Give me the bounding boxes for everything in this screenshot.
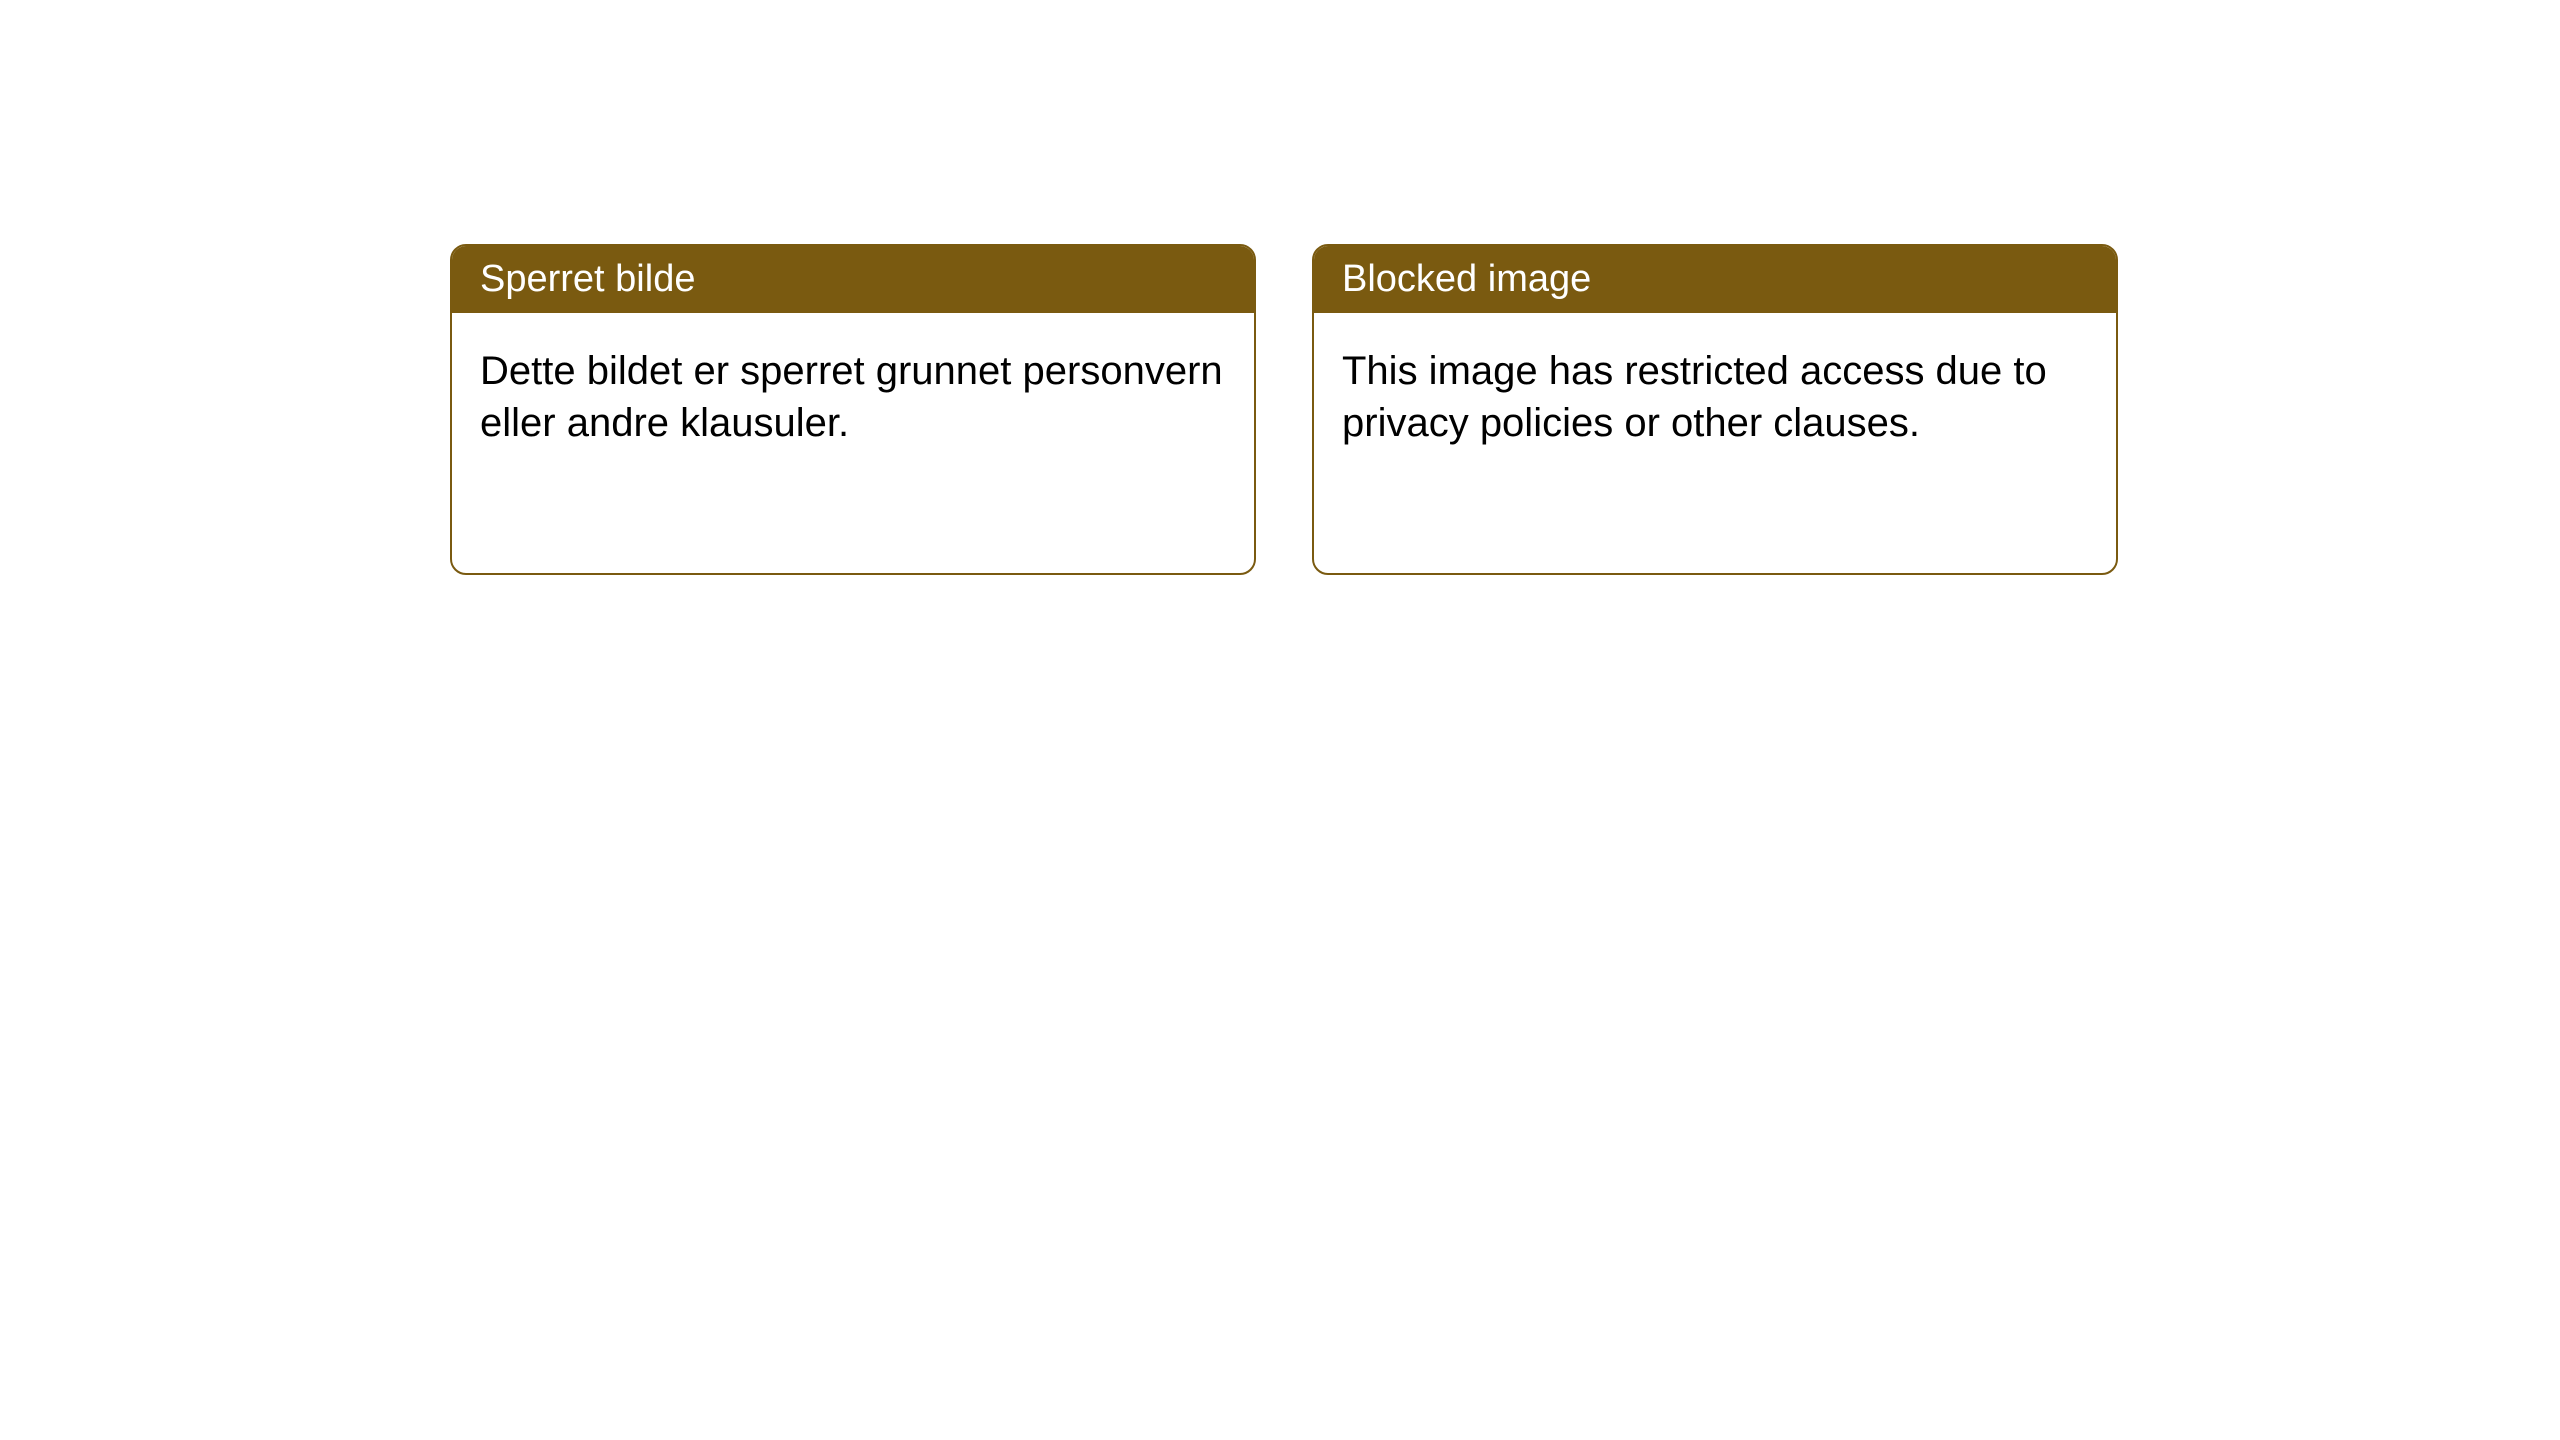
notice-card-norwegian: Sperret bilde Dette bildet er sperret gr…	[450, 244, 1256, 575]
card-header-english: Blocked image	[1314, 246, 2116, 313]
card-body-english: This image has restricted access due to …	[1314, 313, 2116, 573]
card-text-norwegian: Dette bildet er sperret grunnet personve…	[480, 349, 1223, 445]
notice-card-english: Blocked image This image has restricted …	[1312, 244, 2118, 575]
card-header-norwegian: Sperret bilde	[452, 246, 1254, 313]
card-title-english: Blocked image	[1342, 258, 1591, 300]
card-body-norwegian: Dette bildet er sperret grunnet personve…	[452, 313, 1254, 573]
card-text-english: This image has restricted access due to …	[1342, 349, 2047, 445]
card-title-norwegian: Sperret bilde	[480, 258, 695, 300]
notice-container: Sperret bilde Dette bildet er sperret gr…	[450, 244, 2118, 575]
